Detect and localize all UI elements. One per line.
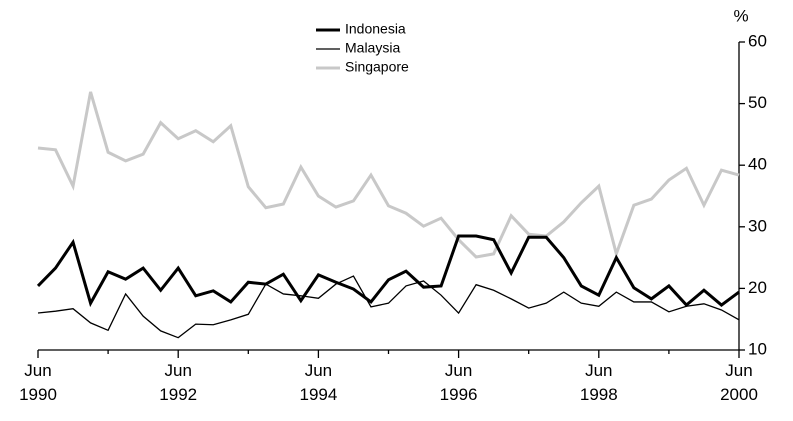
x-tick-label: Jun 1998 [580,361,618,404]
x-tick-label: Jun 1990 [19,361,57,404]
x-tick-label: Jun 1992 [159,361,197,404]
y-unit: % [733,6,748,25]
y-tick-label: 50 [748,93,767,112]
legend-label: Malaysia [345,40,400,56]
x-tick-label: Jun 2000 [720,361,758,404]
series-line [37,275,740,339]
legend-label: Singapore [345,59,409,75]
legend: Indonesia Malaysia Singapore [316,21,409,75]
legend-label: Indonesia [345,21,406,37]
y-tick-label: 10 [748,339,767,358]
series-line [37,91,740,259]
x-tick-label: Jun 1994 [299,361,337,404]
y-tick-label: 60 [748,31,767,50]
series-line [36,234,740,308]
y-tick-label: 30 [748,216,767,235]
y-tick-label: 20 [748,278,767,297]
x-tick-label: Jun 1996 [440,361,478,404]
y-tick-label: 40 [748,155,767,174]
